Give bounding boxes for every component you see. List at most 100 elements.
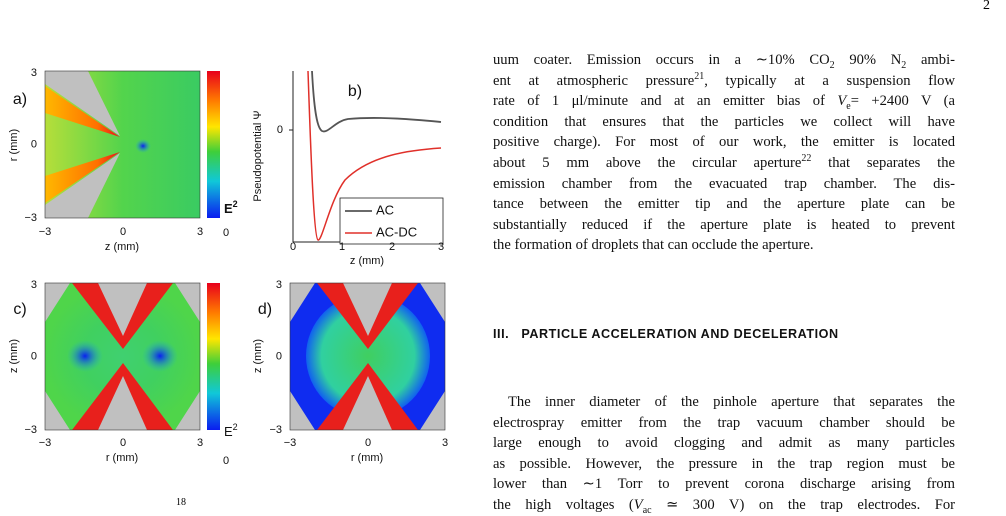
- superscript: 21: [694, 70, 705, 82]
- italic-symbol: V: [837, 93, 847, 110]
- text-run: as possible. However, the pressure in th…: [493, 455, 955, 472]
- text-run: condition that ensures that the particle…: [493, 113, 955, 130]
- text-run: large enough to avoid clogging and admit…: [493, 435, 955, 452]
- text-line: as possible. However, the pressure in th…: [493, 454, 955, 474]
- colorbar-symbol: E: [224, 201, 233, 216]
- text-line: ent at atmospheric pressure21, typically…: [493, 71, 955, 91]
- y-tick-label: 3: [31, 67, 37, 79]
- y-axis-label: z (mm): [252, 339, 264, 373]
- text-run: The inner diameter of the pinhole apertu…: [508, 394, 955, 410]
- text-run: the high voltages (: [493, 497, 634, 513]
- text-run: ambi-: [906, 52, 955, 68]
- text-line: large enough to avoid clogging and admit…: [493, 433, 955, 453]
- colorbar-symbol: E: [224, 424, 233, 439]
- text-line: about 5 mm above the circular aperture22…: [493, 153, 955, 173]
- x-tick-label: 1: [339, 241, 345, 253]
- text-run: electrospray emitter from the trap vacuu…: [493, 414, 955, 431]
- x-tick-label: 0: [365, 437, 371, 449]
- text-line: substantially reduced if the aperture pl…: [493, 215, 955, 235]
- text-run: rate of 1 μl/minute and at an emitter bi…: [493, 93, 838, 110]
- field-map-c: [44, 282, 201, 431]
- x-tick-label: 3: [197, 437, 203, 449]
- panel-label: c): [13, 301, 26, 318]
- text-run: , typically at a suspension flow: [704, 72, 955, 89]
- y-tick-label: 0: [31, 138, 37, 150]
- panel-label: b): [348, 83, 362, 100]
- y-tick-label: 0: [276, 350, 282, 362]
- text-run: that separates the: [811, 155, 955, 171]
- panel-label: d): [258, 301, 272, 318]
- x-axis-label: r (mm): [351, 452, 383, 464]
- y-tick-label: −3: [24, 424, 37, 436]
- colorbar: [207, 283, 220, 430]
- text-line: positive charge). For most of our work, …: [493, 132, 955, 152]
- colorbar: [207, 71, 220, 218]
- x-tick-label: 0: [120, 226, 126, 238]
- text-run: positive charge). For most of our work, …: [493, 134, 955, 151]
- y-tick-label: −3: [24, 212, 37, 224]
- text-line: uum coater. Emission occurs in a ∼10% CO…: [493, 50, 955, 70]
- x-axis-label: r (mm): [106, 452, 138, 464]
- text-run: tance between the emitter tip and the ap…: [493, 196, 955, 213]
- x-tick-label: 3: [197, 226, 203, 238]
- colorbar-tick-label: 0: [223, 227, 229, 239]
- y-axis-label: r (mm): [8, 129, 20, 161]
- x-tick-label: 0: [120, 437, 126, 449]
- x-axis-label: z (mm): [350, 255, 384, 267]
- plot-b: [289, 70, 444, 245]
- text-line: rate of 1 μl/minute and at an emitter bi…: [493, 91, 955, 111]
- x-tick-label: −3: [39, 226, 52, 238]
- text-line: The inner diameter of the pinhole apertu…: [508, 392, 955, 412]
- subscript: 2: [829, 59, 835, 71]
- y-tick-label: 0: [277, 124, 283, 136]
- panel-label: a): [13, 91, 27, 108]
- superscript: 22: [801, 153, 812, 165]
- text-line: electrospray emitter from the trap vacuu…: [493, 413, 955, 433]
- legend-entry: AC-DC: [376, 224, 417, 239]
- text-run: = +2400 V (a: [850, 93, 955, 110]
- colorbar-exponent: 2: [233, 422, 238, 432]
- italic-symbol: V: [633, 497, 643, 513]
- text-run: uum coater. Emission occurs in a ∼10% CO: [493, 52, 830, 68]
- text-line: emission chamber from the evacuated trap…: [493, 174, 955, 194]
- text-run: emission chamber from the evacuated trap…: [493, 175, 955, 192]
- text-line: condition that ensures that the particle…: [493, 112, 955, 132]
- text-run: the formation of droplets that can occlu…: [493, 237, 814, 254]
- x-axis-label: z (mm): [105, 241, 139, 253]
- section-number: III.: [493, 327, 510, 341]
- y-tick-label: −3: [269, 424, 282, 436]
- x-tick-label: 3: [438, 241, 444, 253]
- x-tick-label: 2: [389, 241, 395, 253]
- x-tick-label: 3: [442, 437, 448, 449]
- text-run: lower than ∼1 Torr to prevent corona dis…: [493, 476, 955, 493]
- subscript: 2: [901, 59, 907, 71]
- colorbar-exponent: 2: [233, 199, 238, 209]
- x-tick-label: −3: [284, 437, 297, 449]
- text-line: the formation of droplets that can occlu…: [493, 235, 955, 255]
- page-number: 2: [983, 0, 990, 13]
- text-run: about 5 mm above the circular aperture: [493, 155, 802, 171]
- colorbar-label: E2: [224, 199, 238, 216]
- section-heading: III. PARTICLE ACCELERATION AND DECELERAT…: [493, 327, 968, 341]
- text-run: ent at atmospheric pressure: [493, 72, 695, 89]
- x-tick-label: 0: [290, 241, 296, 253]
- x-tick-label: −3: [39, 437, 52, 449]
- text-run: 90% N: [834, 52, 902, 68]
- y-tick-label: 3: [31, 279, 37, 291]
- y-axis-label: Pseudopotential Ψ: [252, 110, 264, 201]
- field-map-a: [44, 70, 201, 219]
- legend-entry: AC: [376, 202, 394, 217]
- footnote-fragment: 18: [176, 497, 186, 508]
- y-tick-label: 0: [31, 350, 37, 362]
- y-axis-label: z (mm): [8, 339, 20, 373]
- colorbar-label: E2: [224, 422, 238, 439]
- colorbar-tick-label: 0: [223, 455, 229, 467]
- text-line: tance between the emitter tip and the ap…: [493, 194, 955, 214]
- y-tick-label: 3: [276, 279, 282, 291]
- text-run: ≃ 300 V) on the trap electrodes. For: [651, 497, 955, 513]
- subscript: e: [846, 101, 851, 113]
- field-map-d: [289, 282, 446, 431]
- text-line: lower than ∼1 Torr to prevent corona dis…: [493, 474, 955, 494]
